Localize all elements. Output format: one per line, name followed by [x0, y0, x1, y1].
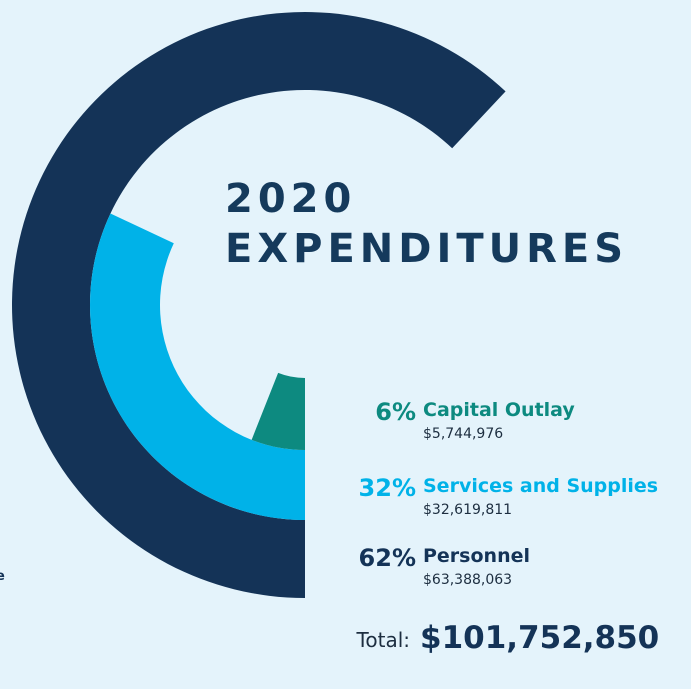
- total-label: Total:: [356, 628, 410, 652]
- amount-label: $5,744,976: [423, 426, 503, 442]
- total-value: $101,752,850: [420, 620, 659, 656]
- title-line: 2020: [225, 176, 356, 222]
- percent-label: 62%: [359, 544, 416, 572]
- title-line: EXPENDITURES: [225, 226, 628, 272]
- category-label: Capital Outlay: [423, 399, 575, 421]
- percent-label: 6%: [375, 398, 416, 426]
- ring-segment: [89, 213, 306, 520]
- amount-label: $32,619,811: [423, 502, 512, 518]
- category-label: Services and Supplies: [423, 475, 658, 497]
- category-label: Personnel: [423, 545, 530, 567]
- percent-label: 32%: [359, 474, 416, 502]
- edge-fragment: e: [0, 569, 5, 584]
- ring-segment: [11, 11, 506, 599]
- amount-label: $63,388,063: [423, 572, 512, 588]
- ring-segment: [251, 372, 305, 450]
